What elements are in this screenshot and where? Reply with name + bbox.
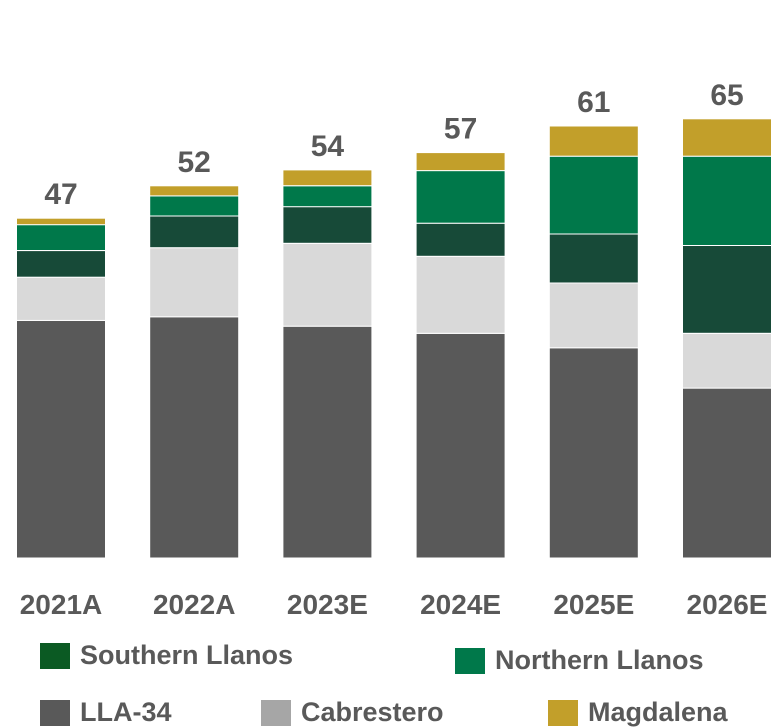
legend-item-lla-34: LLA-34 xyxy=(40,697,172,728)
bar-segment-magdalena-2026e xyxy=(682,118,772,157)
chart-plot: 47 2021A 52 2022A 54 2023E 57 2024E 61 2025E 65 202… xyxy=(16,79,772,620)
total-label-2023e: 54 xyxy=(311,130,345,163)
legend-swatch-cabrestero xyxy=(261,699,291,726)
x-tick-label-2022a: 2022A xyxy=(153,589,236,620)
total-label-2025e: 61 xyxy=(577,86,610,119)
legend-swatch-lla-34 xyxy=(40,699,70,726)
bar-segment-magdalena-2024e xyxy=(415,152,506,172)
bar-segment-southern-llanos-2023e xyxy=(282,206,373,244)
bar-segment-cabrestero-2026e xyxy=(682,332,772,389)
legend-swatch-southern-llanos xyxy=(40,642,70,669)
bar-segment-northern-llanos-2023e xyxy=(282,185,373,208)
bar-segment-lla-34-2024e xyxy=(415,332,506,559)
bar-segment-cabrestero-2021a xyxy=(16,276,106,321)
bar-segment-magdalena-2025e xyxy=(548,125,639,157)
legend-label-southern-llanos: Southern Llanos xyxy=(80,640,294,670)
bar-segment-cabrestero-2025e xyxy=(548,282,639,349)
total-label-2024e: 57 xyxy=(444,113,477,146)
total-label-2026e: 65 xyxy=(710,79,743,112)
bar-segment-magdalena-2022a xyxy=(149,185,240,197)
bar-segment-cabrestero-2023e xyxy=(282,242,373,327)
bar-segment-southern-llanos-2022a xyxy=(149,215,240,249)
bar-segment-lla-34-2026e xyxy=(682,387,772,559)
legend-item-magdalena: Magdalena xyxy=(548,697,728,728)
total-label-2021a: 47 xyxy=(44,178,77,211)
x-tick-label-2025e: 2025E xyxy=(553,589,634,620)
bar-segment-southern-llanos-2026e xyxy=(682,245,772,334)
x-tick-label-2021a: 2021A xyxy=(20,589,103,620)
bar-segment-southern-llanos-2021a xyxy=(16,250,106,278)
x-tick-label-2023e: 2023E xyxy=(287,589,368,620)
bar-segment-southern-llanos-2025e xyxy=(548,233,639,284)
bar-segment-northern-llanos-2022a xyxy=(149,195,240,217)
x-tick-label-2026e: 2026E xyxy=(687,589,768,620)
bar-segment-lla-34-2023e xyxy=(282,325,373,559)
bar-segment-magdalena-2021a xyxy=(16,217,106,226)
bar-segment-lla-34-2021a xyxy=(16,319,106,559)
legend-swatch-northern-llanos xyxy=(455,647,485,674)
bar-segment-lla-34-2022a xyxy=(149,316,240,559)
bar-segment-magdalena-2023e xyxy=(282,169,373,187)
bar-segment-lla-34-2025e xyxy=(548,347,639,559)
bar-segment-northern-llanos-2026e xyxy=(682,155,772,246)
legend-label-lla-34: LLA-34 xyxy=(80,697,172,727)
legend-label-cabrestero: Cabrestero xyxy=(301,697,444,727)
legend-item-northern-llanos: Northern Llanos xyxy=(455,645,704,676)
legend-item-cabrestero: Cabrestero xyxy=(261,697,444,728)
legend-swatch-magdalena xyxy=(548,699,578,726)
bar-segment-cabrestero-2022a xyxy=(149,247,240,318)
bar-segment-northern-llanos-2024e xyxy=(415,170,506,224)
bar-segment-northern-llanos-2021a xyxy=(16,224,106,252)
x-tick-label-2024e: 2024E xyxy=(420,589,501,620)
bar-segment-northern-llanos-2025e xyxy=(548,155,639,235)
legend-label-northern-llanos: Northern Llanos xyxy=(495,645,704,675)
total-label-2022a: 52 xyxy=(178,146,211,179)
bar-segment-southern-llanos-2024e xyxy=(415,222,506,257)
legend-label-magdalena: Magdalena xyxy=(588,697,728,727)
bar-segment-cabrestero-2024e xyxy=(415,255,506,334)
legend-item-southern-llanos: Southern Llanos xyxy=(40,640,293,671)
